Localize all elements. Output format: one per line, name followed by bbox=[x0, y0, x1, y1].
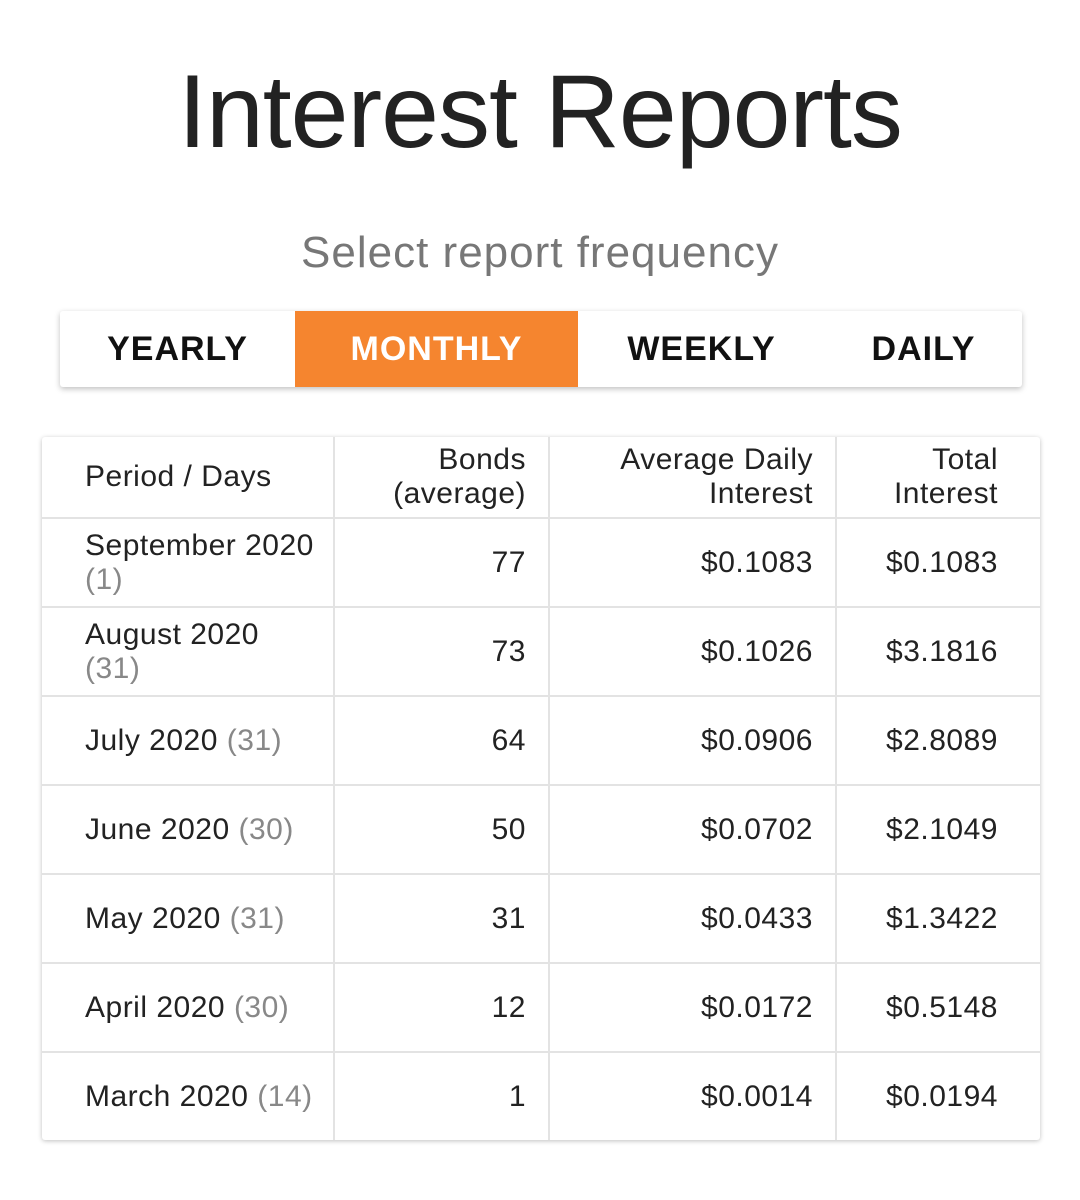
days: (30) bbox=[238, 812, 294, 846]
average-daily-interest-cell: $0.0906 bbox=[548, 695, 837, 786]
tab[interactable]: MONTHLY bbox=[295, 311, 578, 387]
period: April 2020 bbox=[85, 990, 226, 1024]
table-row: June 2020 (30) 50 $0.0702 $2.1049 bbox=[42, 784, 1040, 875]
title: Interest Reports bbox=[178, 54, 903, 170]
tab[interactable]: WEEKLY bbox=[627, 330, 776, 368]
average-daily-interest-cell: $0.1026 bbox=[548, 606, 837, 697]
total-interest-cell: $1.3422 bbox=[835, 873, 1040, 964]
column-header: Period / Days bbox=[42, 437, 335, 519]
period-cell: July 2020 (31) bbox=[42, 695, 335, 786]
header-row: Period / Days Bonds (average) Average Dail… bbox=[42, 437, 1040, 519]
period: May 2020 bbox=[85, 901, 221, 935]
average-daily-interest-cell: $0.1083 bbox=[548, 517, 837, 608]
bonds-cell: 50 bbox=[333, 784, 550, 875]
bonds-cell: 12 bbox=[333, 962, 550, 1053]
average-daily-interest-cell: $0.0014 bbox=[548, 1051, 837, 1140]
period-cell: August 2020 (31) bbox=[42, 606, 335, 697]
days: (31) bbox=[229, 901, 285, 935]
period-cell: March 2020 (14) bbox=[42, 1051, 335, 1140]
period: July 2020 bbox=[85, 723, 218, 757]
column-header: Total Interest bbox=[835, 437, 1040, 519]
table-row: July 2020 (31) 64 $0.0906 $2.8089 bbox=[42, 695, 1040, 786]
table-row: May 2020 (31) 31 $0.0433 $1.3422 bbox=[42, 873, 1040, 964]
period-cell: May 2020 (31) bbox=[42, 873, 335, 964]
total-interest-cell: $2.8089 bbox=[835, 695, 1040, 786]
report-table: Period / Days Bonds (average) Average Dail… bbox=[42, 437, 1040, 1140]
total-interest-cell: $0.0194 bbox=[835, 1051, 1040, 1140]
total-interest-cell: $3.1816 bbox=[835, 606, 1040, 697]
bonds-cell: 1 bbox=[333, 1051, 550, 1140]
column-header: Bonds (average) bbox=[333, 437, 550, 519]
period: June 2020 bbox=[85, 812, 230, 846]
total-interest-cell: $0.1083 bbox=[835, 517, 1040, 608]
bonds-cell: 73 bbox=[333, 606, 550, 697]
days: (31) bbox=[85, 651, 141, 685]
period-cell: September 2020 (1) bbox=[42, 517, 335, 608]
period-cell: April 2020 (30) bbox=[42, 962, 335, 1053]
total-interest-cell: $0.5148 bbox=[835, 962, 1040, 1053]
average-daily-interest-cell: $0.0702 bbox=[548, 784, 837, 875]
tab[interactable]: DAILY bbox=[871, 330, 976, 368]
column-header: Average Daily Interest bbox=[548, 437, 837, 519]
frequency-tabs: YEARLY MONTHLY WEEKLY DAILY bbox=[60, 311, 1022, 387]
table-row: August 2020 (31) 73 $0.1026 $3.1816 bbox=[42, 606, 1040, 697]
bonds-cell: 77 bbox=[333, 517, 550, 608]
days: (14) bbox=[257, 1079, 313, 1113]
subtitle: Select report frequency bbox=[301, 228, 779, 277]
average-daily-interest-cell: $0.0172 bbox=[548, 962, 837, 1053]
table-row: April 2020 (30) 12 $0.0172 $0.5148 bbox=[42, 962, 1040, 1053]
tab[interactable]: YEARLY bbox=[107, 330, 248, 368]
table-row: March 2020 (14) 1 $0.0014 $0.0194 bbox=[42, 1051, 1040, 1140]
days: (1) bbox=[85, 562, 124, 596]
bonds-cell: 64 bbox=[333, 695, 550, 786]
bonds-cell: 31 bbox=[333, 873, 550, 964]
period-cell: June 2020 (30) bbox=[42, 784, 335, 875]
table-row: September 2020 (1) 77 $0.1083 $0.1083 bbox=[42, 517, 1040, 608]
period: September 2020 bbox=[85, 528, 314, 562]
table: Period / Days Bonds (average) Average Dail… bbox=[42, 437, 1040, 1140]
total-interest-cell: $2.1049 bbox=[835, 784, 1040, 875]
days: (31) bbox=[226, 723, 283, 757]
period: August 2020 bbox=[85, 617, 259, 651]
average-daily-interest-cell: $0.0433 bbox=[548, 873, 837, 964]
days: (30) bbox=[233, 990, 290, 1024]
period: March 2020 bbox=[85, 1079, 249, 1113]
